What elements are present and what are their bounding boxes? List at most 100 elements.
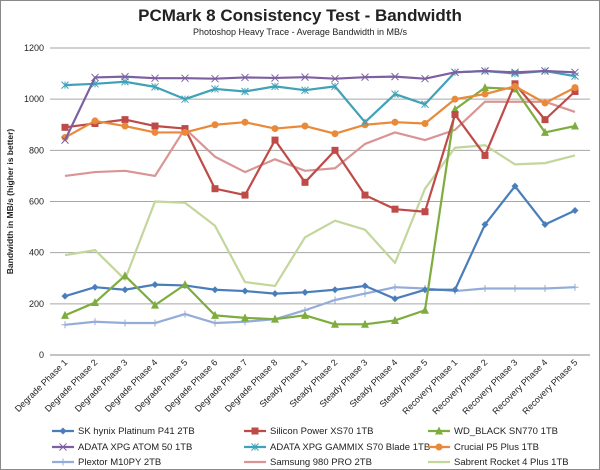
x-tick-label: Recovery Phase 1 [400,357,459,416]
plus-marker [511,284,519,292]
x-marker [451,68,459,77]
data-point [61,310,69,319]
data-point [451,68,459,77]
data-point [361,191,369,199]
square-marker [391,205,399,213]
diamond-marker [301,288,309,296]
data-point [571,84,579,92]
data-point [151,281,159,289]
diamond-marker [541,221,549,229]
plus-marker [361,290,369,298]
x-marker [331,74,339,83]
asterisk-marker [391,90,399,98]
diamond-marker [121,286,129,294]
data-point [481,151,489,159]
data-point [421,100,429,109]
triangle-marker [421,305,429,314]
circle-marker [541,99,549,107]
diamond-marker [571,206,579,214]
data-point [481,221,489,229]
x-marker [151,74,159,83]
circle-marker [571,84,579,92]
data-point [301,310,309,319]
x-marker [61,136,69,144]
diamond-marker [271,290,279,298]
data-point [391,283,399,291]
plus-marker [571,283,579,291]
data-point [481,284,489,292]
data-point [151,122,159,130]
square-marker [331,146,339,154]
series-line [64,100,576,178]
diamond-marker [151,281,159,289]
triangle-marker [361,319,369,328]
data-point [61,81,69,89]
square-marker [451,111,459,119]
asterisk-marker [151,83,159,91]
plus-marker [91,318,99,326]
square-marker [271,136,279,144]
data-point [361,73,369,82]
legend-label: ADATA XPG ATOM 50 1TB [78,442,192,453]
data-point [331,74,339,83]
legend-entry: Plextor M10PY 2TB [52,457,161,468]
circle-marker [481,90,489,98]
plus-marker [151,319,159,327]
asterisk-marker [301,86,309,95]
triangle-marker [61,310,69,319]
square-marker [481,151,489,159]
series-line [64,144,576,288]
triangle-marker [301,310,309,319]
circle-marker [435,443,443,451]
data-point [301,122,309,130]
data-point [181,280,189,289]
triangle-marker [181,280,189,289]
data-point [451,95,459,103]
data-point [61,123,69,131]
x-tick-label: Degrade Phase 7 [193,357,250,414]
x-marker [271,74,279,82]
plus-marker [391,283,399,291]
data-point [121,116,129,124]
circle-marker [511,82,519,90]
data-point [541,116,549,124]
data-point [211,310,219,319]
triangle-marker [271,314,279,323]
square-marker [121,116,129,124]
x-tick-label: Recovery Phase 5 [520,357,579,416]
data-point [571,72,579,80]
circle-marker [451,95,459,103]
legend-entry: Silicon Power XS70 1TB [244,426,374,437]
diamond-marker [59,427,67,435]
series-7 [64,100,576,178]
data-point [541,284,549,292]
data-point [331,82,339,91]
data-point [361,118,369,127]
data-point [121,122,129,130]
data-point [151,319,159,327]
series-line [64,86,576,326]
legend-label: Silicon Power XS70 1TB [270,426,374,437]
data-point [391,315,399,324]
circle-marker [241,118,249,126]
data-point [421,305,429,314]
data-point [241,118,249,126]
y-tick-label: 200 [29,299,44,309]
data-point [271,74,279,82]
y-tick-label: 1000 [24,94,44,104]
y-tick-label: 1200 [24,43,44,53]
series-2 [61,83,579,328]
plus-marker [541,284,549,292]
diamond-marker [61,292,69,300]
series-line [64,286,576,326]
x-tick-label: Degrade Phase 2 [43,357,100,414]
legend-label: ADATA XPG GAMMIX S70 Blade 1TB [270,442,430,453]
square-marker [571,87,579,95]
triangle-marker [541,127,549,136]
data-point [181,310,189,318]
data-point [331,296,339,304]
diamond-marker [361,282,369,290]
x-tick-label: Degrade Phase 1 [13,357,70,414]
data-point [241,73,249,82]
data-point [61,136,69,144]
